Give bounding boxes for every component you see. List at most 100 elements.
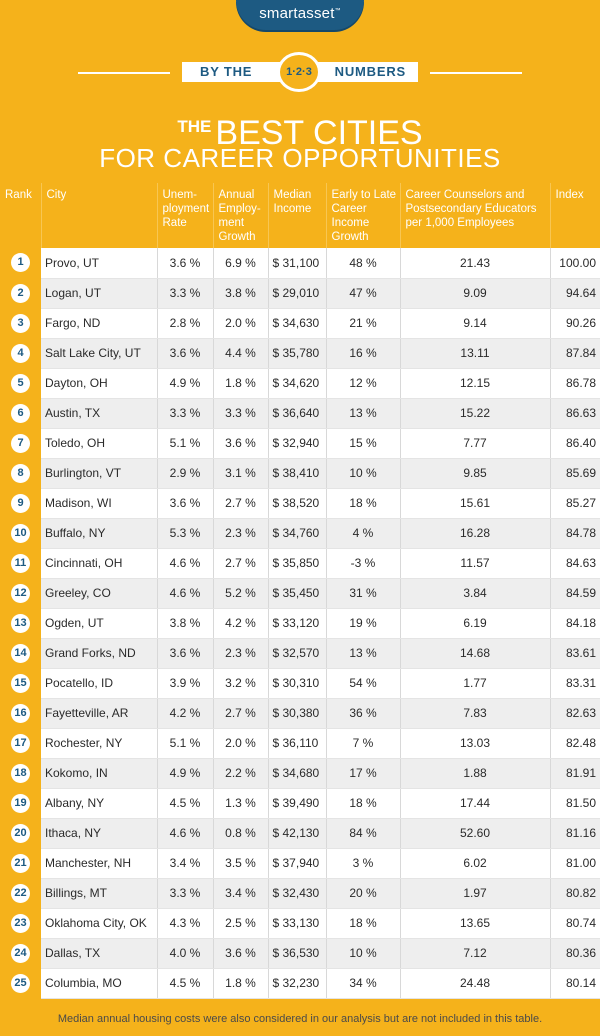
cell-rank: 23 bbox=[0, 908, 41, 939]
cell-rank: 3 bbox=[0, 308, 41, 339]
cell-counselors: 7.83 bbox=[400, 698, 551, 729]
cell-counselors: 13.11 bbox=[400, 338, 551, 369]
banner-badge: 1·2·3 bbox=[277, 52, 321, 92]
cell-unemployment: 4.0 % bbox=[157, 938, 214, 969]
cell-city: Billings, MT bbox=[41, 878, 158, 909]
table-row: 25 Columbia, MO 4.5 % 1.8 % $ 32,230 34 % 24.4… bbox=[0, 968, 600, 999]
cell-employment-growth: 2.2 % bbox=[213, 758, 269, 789]
cell-income-growth: 13 % bbox=[326, 398, 401, 429]
cell-employment-growth: 3.6 % bbox=[213, 428, 269, 459]
cell-rank: 13 bbox=[0, 608, 41, 639]
cell-rank: 22 bbox=[0, 878, 41, 909]
cell-index: 84.63 bbox=[550, 548, 600, 579]
cell-counselors: 17.44 bbox=[400, 788, 551, 819]
cell-income-growth: 31 % bbox=[326, 578, 401, 609]
cell-counselors: 9.85 bbox=[400, 458, 551, 489]
cell-median-income: $ 42,130 bbox=[268, 818, 327, 849]
cell-index: 80.74 bbox=[550, 908, 600, 939]
cell-income-growth: 20 % bbox=[326, 878, 401, 909]
cell-income-growth: -3 % bbox=[326, 548, 401, 579]
cell-index: 90.26 bbox=[550, 308, 600, 339]
header-index: Index bbox=[555, 189, 584, 201]
table-row: 2 Logan, UT 3.3 % 3.8 % $ 29,010 47 % 9.09 94.6… bbox=[0, 278, 600, 309]
cell-unemployment: 5.3 % bbox=[157, 518, 214, 549]
cell-rank: 16 bbox=[0, 698, 41, 729]
table-row: 17 Rochester, NY 5.1 % 2.0 % $ 36,110 7 % 13.0… bbox=[0, 728, 600, 759]
cell-income-growth: 19 % bbox=[326, 608, 401, 639]
rank-badge: 4 bbox=[11, 343, 30, 363]
cell-counselors: 14.68 bbox=[400, 638, 551, 669]
cell-unemployment: 4.5 % bbox=[157, 968, 214, 999]
cell-employment-growth: 2.3 % bbox=[213, 518, 269, 549]
rank-badge: 18 bbox=[11, 763, 30, 783]
rank-badge: 16 bbox=[11, 703, 30, 723]
cell-unemployment: 4.5 % bbox=[157, 788, 214, 819]
cell-counselors: 15.61 bbox=[400, 488, 551, 519]
header-median-income: Median Income bbox=[268, 183, 327, 248]
cell-city: Fayetteville, AR bbox=[41, 698, 158, 729]
cell-index: 86.63 bbox=[550, 398, 600, 429]
cell-counselors: 13.03 bbox=[400, 728, 551, 759]
table-row: 7 Toledo, OH 5.1 % 3.6 % $ 32,940 15 % 7.77 86.… bbox=[0, 428, 600, 459]
table-row: 24 Dallas, TX 4.0 % 3.6 % $ 36,530 10 % 7.12 80… bbox=[0, 938, 600, 969]
table-row: 13 Ogden, UT 3.8 % 4.2 % $ 33,120 19 % 6.19 84.… bbox=[0, 608, 600, 639]
cell-employment-growth: 2.7 % bbox=[213, 488, 269, 519]
table-row: 6 Austin, TX 3.3 % 3.3 % $ 36,640 13 % 15.22 86… bbox=[0, 398, 600, 429]
table-row: 15 Pocatello, ID 3.9 % 3.2 % $ 30,310 54 % 1.7… bbox=[0, 668, 600, 699]
table-row: 22 Billings, MT 3.3 % 3.4 % $ 32,430 20 % 1.97… bbox=[0, 878, 600, 909]
cell-rank: 9 bbox=[0, 488, 41, 519]
rank-badge: 21 bbox=[11, 853, 30, 873]
cell-employment-growth: 3.6 % bbox=[213, 938, 269, 969]
cell-median-income: $ 34,760 bbox=[268, 518, 327, 549]
cell-index: 83.31 bbox=[550, 668, 600, 699]
cell-counselors: 9.09 bbox=[400, 278, 551, 309]
cell-unemployment: 3.6 % bbox=[157, 338, 214, 369]
cell-income-growth: 34 % bbox=[326, 968, 401, 999]
cell-city: Burlington, VT bbox=[41, 458, 158, 489]
cell-employment-growth: 2.5 % bbox=[213, 908, 269, 939]
cell-employment-growth: 3.3 % bbox=[213, 398, 269, 429]
cell-counselors: 6.19 bbox=[400, 608, 551, 639]
cell-city: Manchester, NH bbox=[41, 848, 158, 879]
cell-employment-growth: 4.2 % bbox=[213, 608, 269, 639]
title-the: THE bbox=[177, 117, 212, 136]
cell-rank: 19 bbox=[0, 788, 41, 819]
cell-median-income: $ 31,100 bbox=[268, 248, 327, 279]
cell-employment-growth: 2.7 % bbox=[213, 548, 269, 579]
cell-unemployment: 4.6 % bbox=[157, 818, 214, 849]
cell-income-growth: 15 % bbox=[326, 428, 401, 459]
cell-rank: 24 bbox=[0, 938, 41, 969]
cell-city: Cincinnati, OH bbox=[41, 548, 158, 579]
cell-employment-growth: 5.2 % bbox=[213, 578, 269, 609]
cell-rank: 1 bbox=[0, 248, 41, 279]
cell-rank: 10 bbox=[0, 518, 41, 549]
cell-city: Austin, TX bbox=[41, 398, 158, 429]
cell-rank: 4 bbox=[0, 338, 41, 369]
cell-employment-growth: 4.4 % bbox=[213, 338, 269, 369]
cell-city: Pocatello, ID bbox=[41, 668, 158, 699]
cell-city: Toledo, OH bbox=[41, 428, 158, 459]
table-row: 23 Oklahoma City, OK 4.3 % 2.5 % $ 33,130 18 … bbox=[0, 908, 600, 939]
cell-unemployment: 3.6 % bbox=[157, 248, 214, 279]
table-row: 5 Dayton, OH 4.9 % 1.8 % $ 34,620 12 % 12.15 86… bbox=[0, 368, 600, 399]
rank-badge: 7 bbox=[11, 433, 30, 453]
rank-badge: 19 bbox=[11, 793, 30, 813]
cell-counselors: 21.43 bbox=[400, 248, 551, 279]
banner-by-the: BY THE bbox=[182, 62, 282, 82]
cell-counselors: 15.22 bbox=[400, 398, 551, 429]
cell-city: Dayton, OH bbox=[41, 368, 158, 399]
cell-unemployment: 3.3 % bbox=[157, 878, 214, 909]
cell-city: Rochester, NY bbox=[41, 728, 158, 759]
cell-counselors: 24.48 bbox=[400, 968, 551, 999]
cell-unemployment: 3.8 % bbox=[157, 608, 214, 639]
cell-employment-growth: 3.8 % bbox=[213, 278, 269, 309]
banner-rule-right bbox=[430, 72, 522, 74]
rank-badge: 3 bbox=[11, 313, 30, 333]
cell-index: 81.16 bbox=[550, 818, 600, 849]
cell-income-growth: 13 % bbox=[326, 638, 401, 669]
cell-income-growth: 7 % bbox=[326, 728, 401, 759]
page-subtitle: FOR CAREER OPPORTUNITIES bbox=[99, 143, 501, 173]
cell-rank: 2 bbox=[0, 278, 41, 309]
cell-income-growth: 10 % bbox=[326, 938, 401, 969]
cell-income-growth: 36 % bbox=[326, 698, 401, 729]
